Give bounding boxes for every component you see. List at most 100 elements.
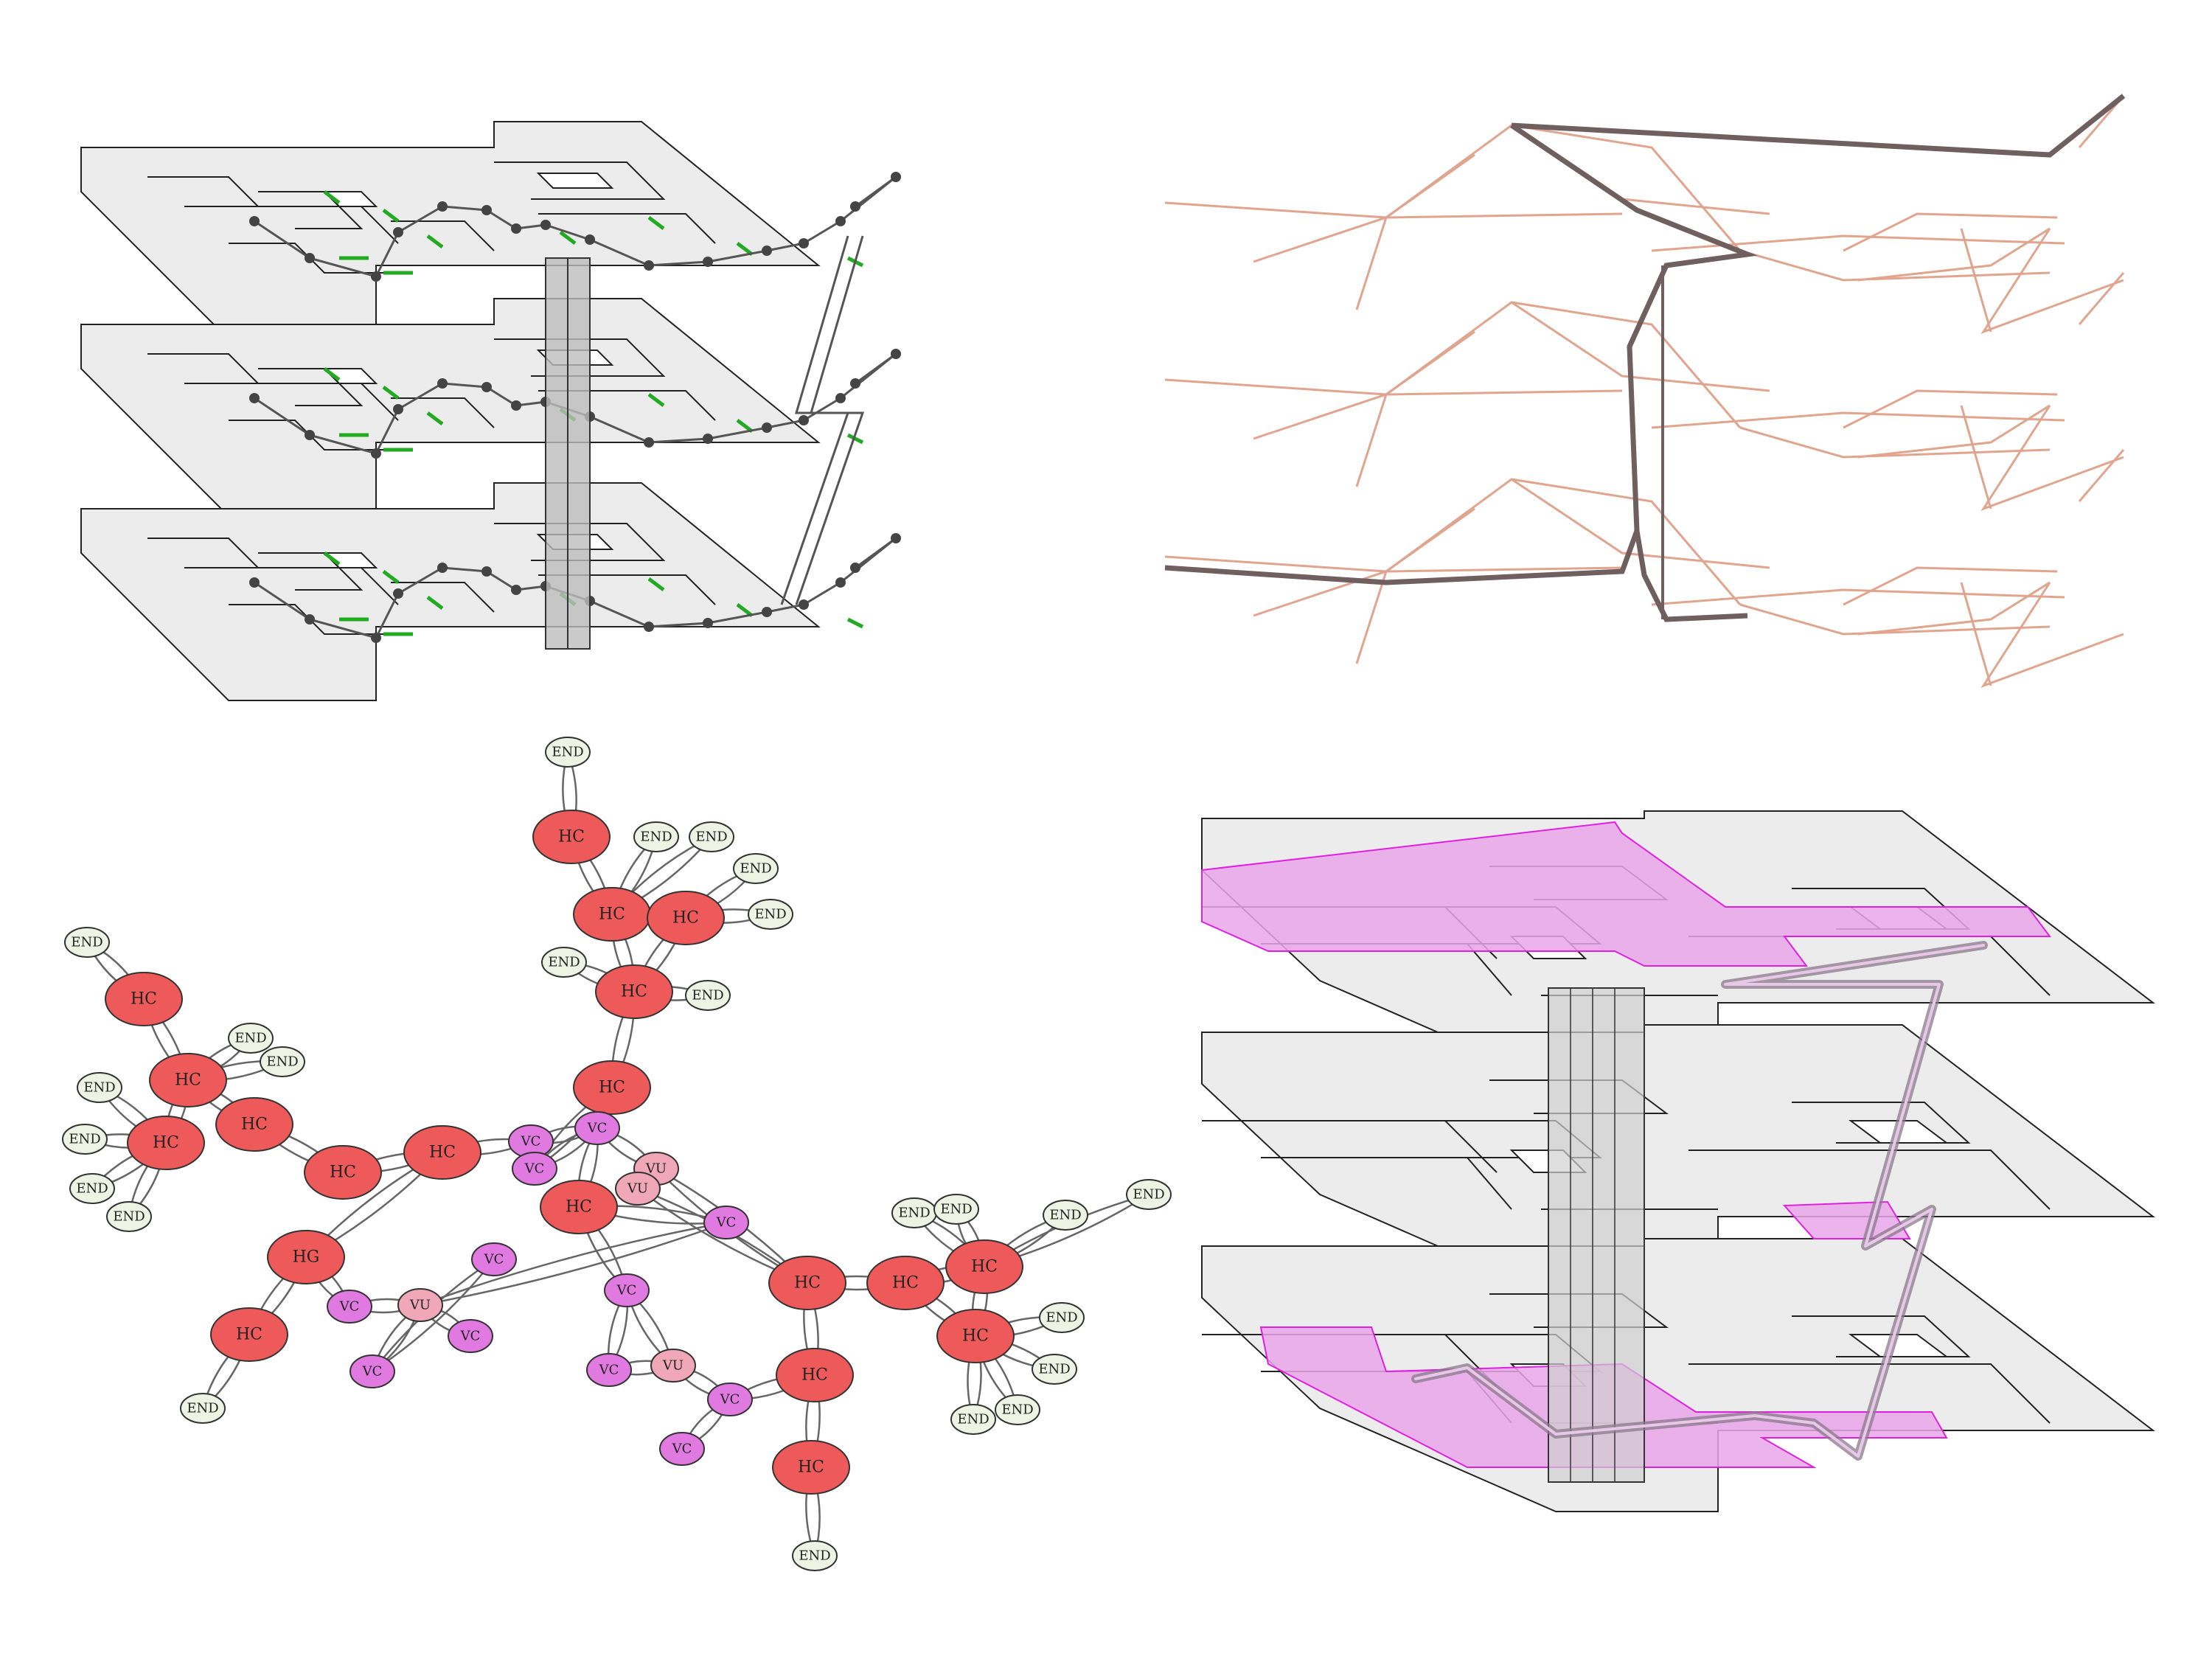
door-segment (382, 209, 400, 223)
route-dark (1164, 529, 1640, 585)
graph-node-hc (647, 891, 725, 945)
graph-node-end (69, 1173, 115, 1204)
door-segment (323, 367, 341, 381)
network-edge (375, 408, 400, 454)
network-edge (397, 566, 443, 595)
graph-node-label: HC (599, 905, 625, 924)
network-edge (589, 238, 650, 267)
path-layer-2 (1164, 272, 2125, 511)
network-node (891, 349, 901, 359)
graph-node-end (685, 980, 731, 1011)
room-outline (147, 353, 259, 384)
graph-node-vc (703, 1206, 749, 1239)
graph-node-hc (573, 1060, 651, 1115)
network-node (511, 400, 521, 411)
graph-node-vu (397, 1288, 443, 1322)
path-segment (1385, 330, 1475, 396)
graph-node-end (1032, 1354, 1077, 1385)
room-outline (258, 368, 364, 406)
graph-node-vc (586, 1353, 632, 1387)
network-edge (254, 220, 310, 260)
graph-node-end (1043, 1200, 1088, 1231)
graph-node-end (106, 1201, 152, 1232)
graph-node-label: HC (971, 1258, 998, 1276)
network-edge (589, 599, 650, 628)
graph-node-hc (595, 964, 673, 1019)
graph-node-label: HC (892, 1274, 919, 1293)
network-edge (375, 593, 400, 639)
graph-node-label: VU (662, 1358, 684, 1374)
graph-node-label: VC (720, 1392, 740, 1408)
network-node (703, 618, 713, 628)
graph-edges (83, 751, 1150, 1557)
network-edge (707, 611, 768, 625)
graph-node-label: END (692, 988, 723, 1004)
graph-node-label: HC (236, 1326, 262, 1344)
graph-node-end (228, 1023, 274, 1054)
panel-top-left-floors (80, 121, 901, 701)
graph-node-label: HC (672, 909, 699, 928)
network-edge (855, 352, 897, 385)
network-edge (803, 581, 841, 606)
path-segment (1960, 405, 1992, 509)
graph-node-label: END (940, 1202, 972, 1217)
graph-node-label: END (898, 1206, 930, 1221)
graph-node-label: HC (794, 1274, 821, 1293)
path-segment (1651, 234, 2065, 252)
network-node (644, 437, 654, 448)
graph-node-vc (448, 1319, 493, 1353)
network-edge (254, 397, 310, 437)
floor-void (536, 173, 614, 189)
path-segment (1843, 389, 2058, 429)
graph-node-end (180, 1393, 226, 1424)
network-edge (648, 260, 709, 267)
path-segment (1385, 124, 1742, 251)
graph-node-label: VC (716, 1215, 737, 1231)
graph-node-end (748, 899, 793, 930)
path-segment (1253, 392, 1388, 487)
path-segment (1980, 405, 2124, 511)
network-node (481, 205, 492, 215)
path-segment (1843, 566, 2058, 606)
graph-node-end (62, 1124, 108, 1155)
route-dark (1510, 123, 1758, 622)
room-outline (538, 213, 716, 244)
network-edge (309, 618, 377, 639)
graph-node-hc (532, 810, 611, 864)
graph-node-vc (512, 1152, 557, 1186)
network-node (437, 378, 448, 389)
graph-node-end (792, 1540, 838, 1571)
graph-node-label: HC (962, 1327, 989, 1346)
graph-node-end (64, 927, 110, 958)
graph-node-hc (936, 1309, 1015, 1363)
graph-node-label: HC (801, 1366, 828, 1385)
network-node (835, 393, 846, 403)
network-node (762, 246, 772, 256)
door-segment (736, 419, 754, 433)
graph-node-label: VU (627, 1181, 648, 1197)
door-segment (647, 216, 665, 230)
path-segment (1385, 507, 1475, 573)
graph-node-hc (945, 1239, 1023, 1294)
graph-node-label: HC (566, 1198, 592, 1217)
path-segment (1164, 201, 1623, 219)
graph-node-hc (776, 1348, 854, 1402)
network-node (481, 382, 492, 392)
graph-node-vc (707, 1382, 753, 1416)
graph-node-label: VC (672, 1441, 692, 1457)
network-node (850, 378, 860, 389)
graph-node-hc (149, 1053, 227, 1107)
network-node (644, 260, 654, 271)
path-segment (1980, 228, 2124, 334)
network-node (437, 563, 448, 573)
path-segment (1651, 411, 2065, 429)
network-node (305, 430, 315, 440)
graph-node-hc (210, 1307, 288, 1362)
graph-node-label: HC (175, 1071, 201, 1090)
path-segment (2078, 272, 2125, 325)
network-node (799, 415, 809, 425)
network-node (799, 599, 809, 610)
network-node (393, 404, 403, 414)
